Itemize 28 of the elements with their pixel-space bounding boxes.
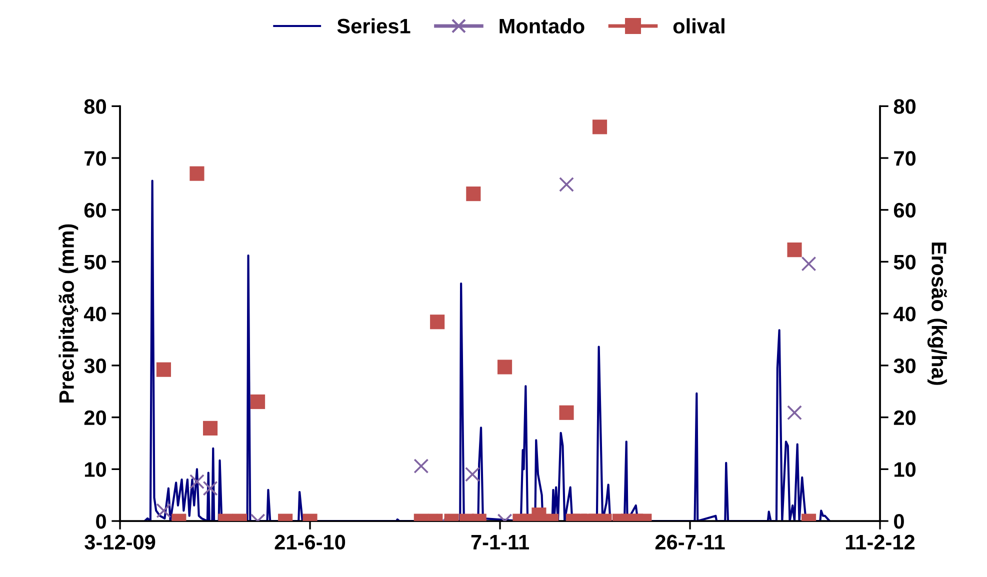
x-tick-label: 11-2-12	[846, 534, 915, 550]
y2-axis-title: Erosão (kg/ha)	[927, 242, 947, 385]
x-tick-label: 3-12-09	[84, 534, 156, 550]
y-axis-title: Precipitação (mm)	[58, 224, 78, 403]
legend-label: olival	[673, 18, 724, 34]
y2-tick-label: 30	[894, 358, 916, 374]
x-tick-label: 7-1-11	[471, 534, 529, 550]
legend-label: Series1	[337, 18, 410, 34]
y-tick-label: 80	[84, 99, 106, 114]
y-tick-label: 60	[84, 202, 106, 218]
y2-tick-label: 0	[894, 514, 904, 529]
y-tick-label: 10	[84, 462, 106, 477]
y-tick-label: 40	[84, 306, 106, 322]
y2-tick-label: 70	[894, 151, 916, 166]
y-tick-label: 70	[84, 151, 106, 166]
y2-tick-label: 40	[894, 306, 916, 322]
y-tick-label: 0	[96, 514, 106, 529]
y2-tick-label: 10	[894, 462, 916, 477]
y2-tick-label: 60	[894, 202, 916, 218]
y2-tick-label: 50	[894, 254, 916, 270]
y-tick-label: 50	[84, 254, 106, 270]
x-tick-label: 21-6-10	[274, 534, 346, 550]
x-tick-label: 26-7-11	[655, 534, 725, 550]
y2-tick-label: 80	[894, 99, 916, 114]
y-tick-label: 20	[84, 410, 106, 426]
y-tick-label: 30	[84, 358, 106, 374]
legend-label: Montado	[500, 18, 584, 34]
y2-tick-label: 20	[894, 410, 916, 426]
